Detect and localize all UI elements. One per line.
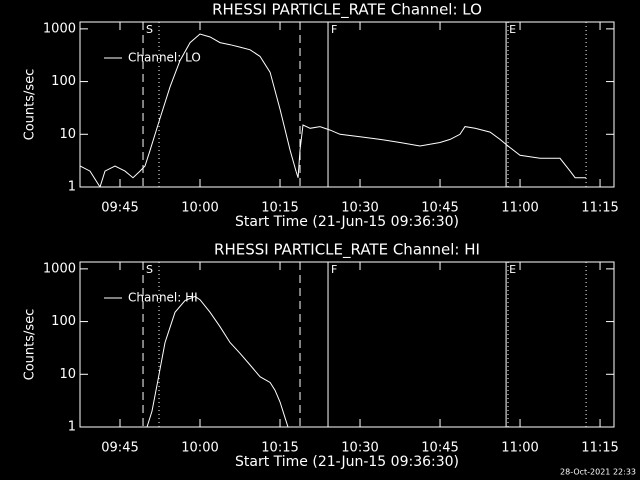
x-tick-label: 10:45 xyxy=(421,201,458,216)
time-marker-label: F xyxy=(331,263,337,276)
y-tick-label: 1000 xyxy=(43,261,76,276)
y-tick-label: 10 xyxy=(59,127,76,142)
x-tick-label: 10:30 xyxy=(341,201,378,216)
x-tick-label: 10:15 xyxy=(261,441,298,456)
legend-label: Channel: LO xyxy=(128,51,201,65)
time-marker-label: E xyxy=(509,23,516,36)
x-tick-label: 10:30 xyxy=(341,441,378,456)
legend-label: Channel: HI xyxy=(128,291,198,305)
plot-frame xyxy=(79,21,615,188)
x-tick-label: 11:00 xyxy=(501,201,538,216)
series-line xyxy=(146,295,289,427)
y-tick-label: 10 xyxy=(59,367,76,382)
y-tick-label: 100 xyxy=(51,74,76,89)
time-marker-label: S xyxy=(146,23,153,36)
plot: RHESSI PARTICLE_RATE Channel: HI Start Ti… xyxy=(23,241,619,471)
y-tick-label: 100 xyxy=(51,314,76,329)
y-tick-label: 1 xyxy=(68,420,76,435)
x-tick-label: 10:15 xyxy=(261,201,298,216)
x-tick-label: 09:45 xyxy=(101,201,138,216)
x-tick-label: 10:45 xyxy=(421,441,458,456)
x-tick-label: 11:15 xyxy=(581,201,618,216)
time-marker-label: E xyxy=(509,263,516,276)
x-tick-label: 10:00 xyxy=(181,441,218,456)
chart-title: RHESSI PARTICLE_RATE Channel: HI xyxy=(214,241,480,260)
x-tick-label: 11:00 xyxy=(501,441,538,456)
x-tick-label: 10:00 xyxy=(181,201,218,216)
footer-timestamp: 28-Oct-2021 22:33 xyxy=(560,468,636,477)
plot: RHESSI PARTICLE_RATE Channel: LO Start Ti… xyxy=(23,1,619,231)
x-tick-label: 09:45 xyxy=(101,441,138,456)
y-tick-label: 1000 xyxy=(43,21,76,36)
y-axis-label: Counts/sec xyxy=(23,309,38,381)
chart-title: RHESSI PARTICLE_RATE Channel: LO xyxy=(212,1,482,20)
plot-frame xyxy=(79,261,615,428)
x-axis-label: Start Time (21-Jun-15 09:36:30) xyxy=(235,454,459,470)
time-marker-label: S xyxy=(146,263,153,276)
y-tick-label: 1 xyxy=(68,180,76,195)
y-axis-label: Counts/sec xyxy=(23,69,38,141)
series-line xyxy=(80,33,587,187)
time-marker-label: F xyxy=(331,23,337,36)
x-axis-label: Start Time (21-Jun-15 09:36:30) xyxy=(235,214,459,230)
x-tick-label: 11:15 xyxy=(581,441,618,456)
